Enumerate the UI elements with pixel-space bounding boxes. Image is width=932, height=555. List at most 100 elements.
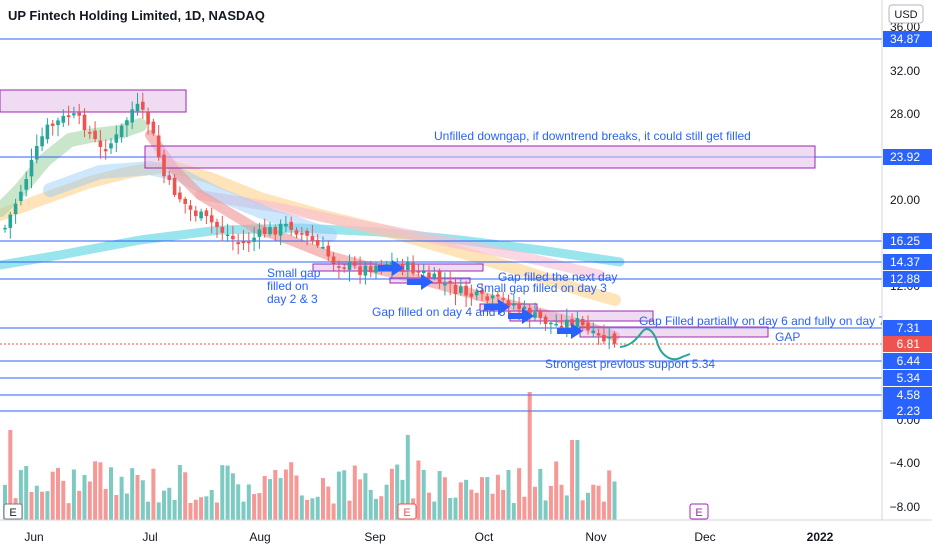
volume-bar	[188, 502, 193, 520]
volume-bar	[45, 491, 50, 520]
volume-bar	[98, 462, 103, 520]
candle-body	[151, 121, 156, 134]
volume-bar	[273, 469, 278, 520]
volume-bar	[490, 493, 495, 520]
candle-body	[300, 233, 304, 235]
volume-bar	[257, 493, 262, 520]
annotations: Unfilled downgap, if downtrend breaks, i…	[3, 129, 882, 520]
time-tick-label: Sep	[364, 530, 386, 544]
volume-bar	[384, 484, 389, 520]
arrow-4	[508, 308, 534, 324]
candle-body	[61, 115, 66, 123]
candle-body	[459, 286, 463, 293]
currency-label: USD	[894, 9, 917, 21]
candle-body	[347, 262, 352, 270]
volume-bar	[252, 494, 257, 520]
current-price-tag: 6.81	[897, 337, 921, 351]
candle-body	[3, 227, 7, 230]
price-tag-bg	[883, 403, 932, 419]
price-tick-label: 20.00	[890, 193, 920, 207]
candle-body	[496, 294, 500, 297]
projection-path	[619, 327, 691, 361]
candle-body	[103, 149, 108, 152]
candle-body	[596, 333, 601, 336]
volume-bar	[591, 484, 596, 520]
volume-tick-label: −4.00	[890, 456, 921, 470]
volume-bar	[114, 495, 119, 520]
price-tag-bg	[883, 233, 932, 249]
earnings-marker	[3, 503, 23, 520]
volume-bar	[204, 496, 209, 520]
candle-body	[310, 236, 315, 242]
candle-body	[421, 271, 426, 273]
annotation-strongest-support: Strongest previous support 5.34	[545, 357, 715, 371]
candle-body	[204, 210, 209, 217]
volume-bar	[18, 470, 23, 520]
volume-bar	[374, 498, 378, 520]
volume-bar	[586, 492, 590, 520]
chart-title: UP Fintech Holding Limited, 1D, NASDAQ	[8, 8, 265, 23]
volume-bar	[215, 502, 219, 520]
candle-body	[231, 235, 235, 240]
candle-body	[363, 265, 368, 276]
candle-body	[167, 175, 172, 180]
annotation-gap-filled-next-day: Gap filled the next day	[498, 270, 617, 284]
candle-body	[512, 304, 516, 306]
volume-bar	[607, 470, 612, 520]
candle-body	[40, 136, 44, 147]
volume-bar	[225, 465, 230, 520]
candle-body	[326, 245, 331, 257]
candle-body	[225, 234, 230, 237]
candle-body	[29, 159, 34, 177]
volume-bar	[40, 491, 45, 520]
volume-bar	[368, 489, 373, 520]
candle-body	[580, 318, 585, 326]
volume-bar	[56, 467, 60, 520]
candle-body	[565, 319, 569, 329]
candle-body	[406, 262, 410, 270]
price-tag-bg	[883, 387, 932, 403]
candle-body	[24, 179, 28, 190]
volume-bar	[135, 475, 140, 520]
volume-bar	[151, 468, 156, 520]
price-tag-bg	[883, 370, 932, 386]
volume-bar	[77, 490, 82, 520]
price-tag-bg	[883, 353, 932, 369]
earnings-marker	[689, 503, 709, 520]
price-tags: 34.87 23.92 16.25 14.37 12.88 7.31 6.44 5.34 4.5…	[883, 31, 932, 419]
volume-bar	[533, 486, 537, 520]
candle-body	[527, 307, 532, 319]
candle-body	[72, 113, 76, 116]
price-tag-label: 14.37	[890, 255, 920, 269]
candle-body	[130, 109, 134, 123]
candle-body	[506, 300, 511, 307]
current-price-tag-bg	[883, 336, 932, 352]
price-tag-label: 34.87	[890, 32, 920, 46]
volume-bar	[278, 478, 283, 520]
volume-bar	[511, 502, 516, 520]
candle-body	[93, 130, 97, 140]
candle-body	[554, 323, 558, 326]
gap-box-unfilled-downgap	[144, 145, 816, 169]
candle-body	[294, 230, 299, 235]
volume-bar	[527, 392, 532, 520]
candle-body	[156, 135, 161, 158]
candle-body	[215, 221, 219, 227]
candle-body	[586, 322, 590, 331]
volume-bar	[495, 474, 500, 520]
candle-body	[35, 145, 39, 160]
volume-bar	[342, 470, 347, 520]
volume-bar	[336, 471, 341, 520]
volume-bar	[3, 484, 7, 520]
volume-bar	[109, 467, 113, 520]
price-tag-label: 5.34	[897, 371, 921, 385]
volume-bar	[156, 502, 161, 520]
currency-badge[interactable]	[888, 4, 924, 24]
candle-body	[50, 123, 55, 126]
volume-bar	[193, 499, 198, 520]
time-axis[interactable]: Jun Jul Aug Sep Oct Nov Dec 2022	[24, 530, 833, 544]
candle-body	[390, 262, 394, 267]
candle-body	[262, 227, 267, 235]
